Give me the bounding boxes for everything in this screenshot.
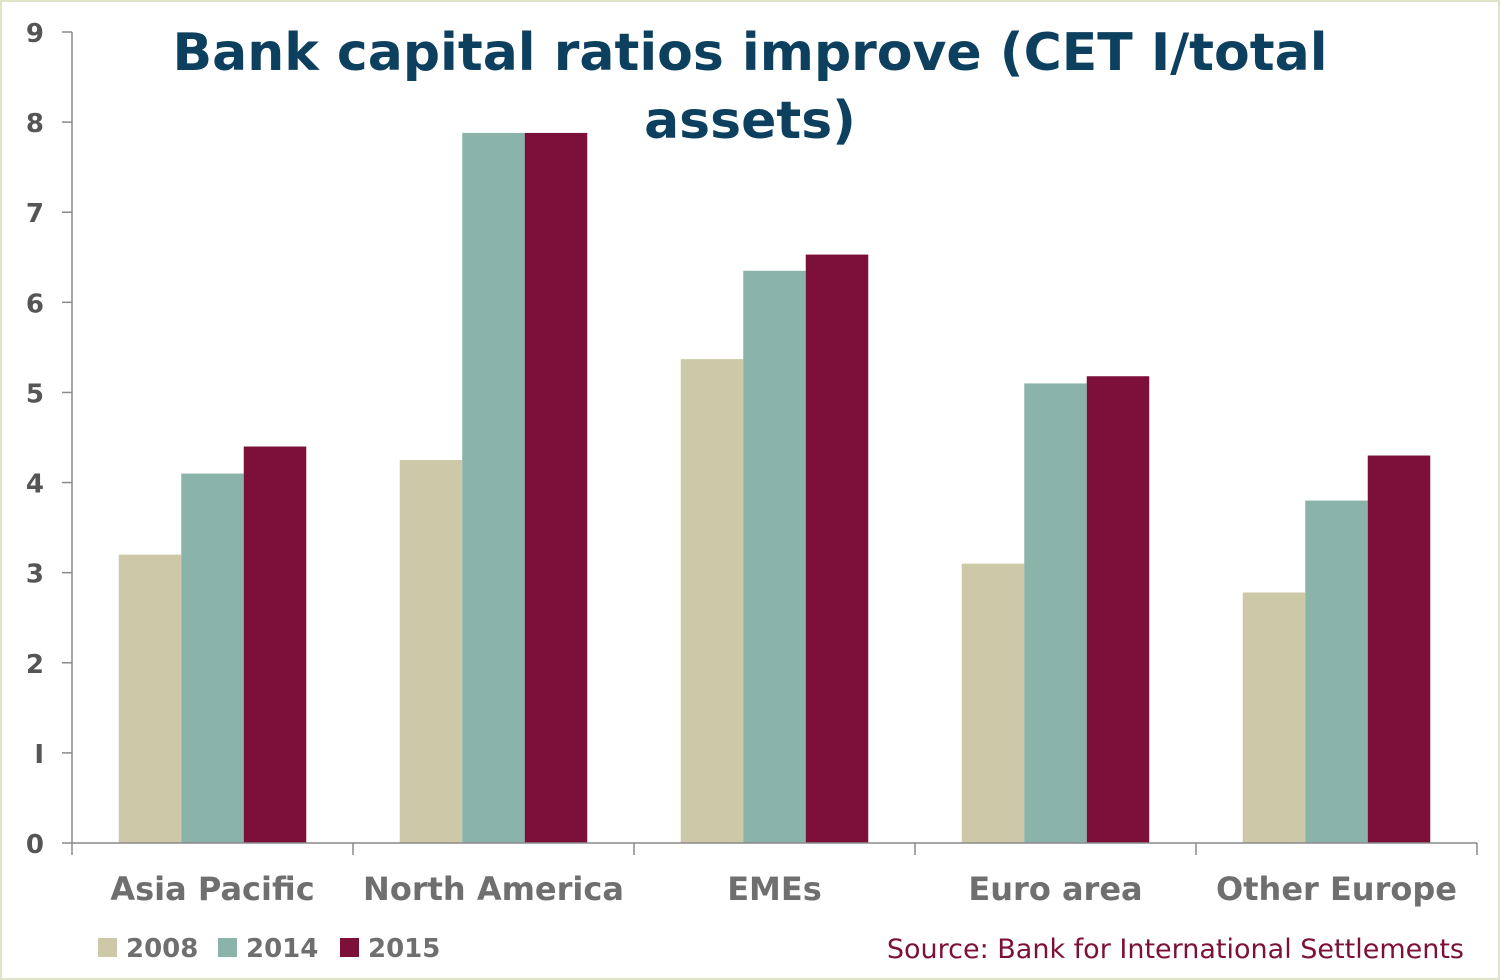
legend-label-2014: 2014 bbox=[246, 934, 318, 964]
chart-title-line-1: Bank capital ratios improve (CET I/total bbox=[172, 23, 1327, 83]
bar-2015-north-america bbox=[524, 132, 588, 843]
bar-2015-other-europe bbox=[1367, 455, 1431, 843]
y-tick-label: 8 bbox=[26, 109, 44, 139]
axes-group bbox=[71, 32, 1478, 855]
y-tick-label: 4 bbox=[26, 470, 44, 500]
legend-label-2015: 2015 bbox=[368, 934, 440, 964]
y-tick-label: 6 bbox=[26, 289, 44, 319]
legend-swatch-2014 bbox=[218, 938, 237, 957]
bar-2014-euro-area bbox=[1024, 383, 1087, 843]
y-tick-label: 7 bbox=[26, 199, 44, 229]
bar-2008-north-america bbox=[399, 460, 463, 843]
y-tick-label: 5 bbox=[26, 379, 44, 409]
bar-2014-other-europe bbox=[1305, 500, 1368, 843]
legend-swatch-2015 bbox=[340, 938, 359, 957]
x-category-label: Asia Pacific bbox=[110, 870, 314, 908]
bar-2008-euro-area bbox=[961, 563, 1025, 843]
x-axis-labels: Asia Pacific North America EMEs Euro area Ot… bbox=[110, 870, 1457, 908]
y-axis-ticks: 0 I 2 3 4 5 6 7 8 9 bbox=[26, 19, 72, 860]
legend-label-2008: 2008 bbox=[126, 934, 198, 964]
y-tick-label: 3 bbox=[26, 560, 44, 590]
y-tick-label: 2 bbox=[26, 650, 44, 680]
bars-group bbox=[118, 132, 1431, 843]
bar-2008-emes bbox=[680, 359, 744, 843]
source-note: Source: Bank for International Settlemen… bbox=[887, 934, 1464, 965]
bar-2015-asia-pacific bbox=[243, 446, 307, 843]
bar-2008-asia-pacific bbox=[118, 554, 182, 843]
x-category-label: EMEs bbox=[727, 870, 822, 908]
bar-2008-other-europe bbox=[1242, 592, 1306, 843]
chart-title-line-2: assets) bbox=[644, 91, 856, 151]
bar-2015-euro-area bbox=[1086, 376, 1150, 843]
legend-swatch-2008 bbox=[98, 938, 117, 957]
bar-2014-emes bbox=[743, 270, 806, 843]
x-category-label: Euro area bbox=[968, 870, 1142, 908]
y-tick-label: I bbox=[34, 740, 44, 770]
bar-2015-emes bbox=[805, 254, 869, 843]
legend: 2008 2014 2015 bbox=[98, 934, 440, 964]
bar-2014-asia-pacific bbox=[181, 473, 244, 843]
x-category-label: Other Europe bbox=[1216, 870, 1457, 908]
bar-2014-north-america bbox=[462, 132, 525, 843]
x-category-label: North America bbox=[363, 870, 624, 908]
y-tick-label: 0 bbox=[26, 830, 44, 860]
y-tick-label: 9 bbox=[26, 19, 44, 49]
